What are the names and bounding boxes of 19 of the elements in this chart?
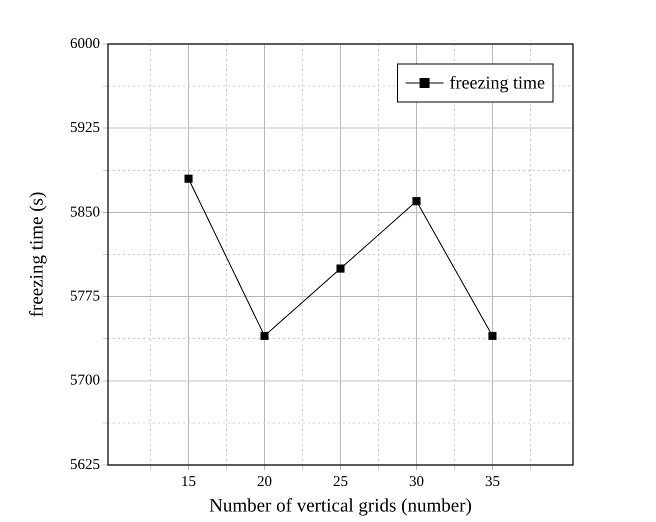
- point: [488, 332, 496, 340]
- legend-label: freezing time: [450, 72, 546, 93]
- y-tick-label: 5925: [70, 120, 100, 136]
- y-tick-label: 5850: [70, 204, 100, 220]
- point: [184, 174, 193, 183]
- x-tick-label: 35: [484, 474, 500, 490]
- y-tick-label: 5625: [70, 456, 100, 473]
- y-tick-label: 5700: [70, 372, 100, 389]
- x-axis-title: Number of vertical grids (number): [209, 496, 472, 517]
- y-tick-label: 6000: [70, 36, 100, 52]
- y-axis-title: freezing time (s): [26, 192, 48, 318]
- point: [260, 332, 269, 340]
- x-tick-label: 15: [181, 474, 196, 490]
- point: [412, 197, 421, 206]
- x-tick-label: 30: [408, 474, 424, 490]
- x-tick-label: 25: [333, 474, 348, 490]
- y-tick-label: 5775: [70, 288, 100, 305]
- point: [336, 264, 345, 273]
- x-tick-label: 20: [257, 474, 272, 490]
